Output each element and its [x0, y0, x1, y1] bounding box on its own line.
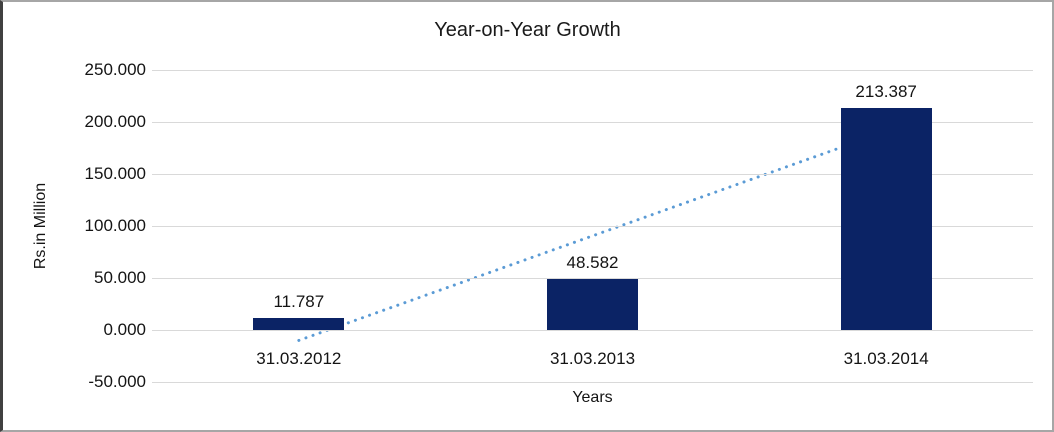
gridline	[152, 225, 1033, 227]
bar-31.03.2012	[253, 317, 345, 330]
trendline	[297, 129, 888, 342]
y-axis-tick-label-1: 200.000	[84, 112, 146, 131]
data-label-31.03.2012: 11.787	[273, 291, 325, 311]
gridline	[152, 173, 1033, 175]
y-axis-tick-label-2: 150.000	[84, 164, 146, 183]
y-axis-tick-label-3: 100.000	[84, 216, 146, 235]
gridline	[152, 381, 1033, 383]
y-axis-tick-label-5: 0.000	[103, 320, 146, 339]
gridline	[152, 121, 1033, 123]
x-axis-tick-label-2: 31.03.2014	[843, 349, 929, 368]
chart-title: Year-on-Year Growth	[434, 19, 621, 41]
data-label-31.03.2014: 213.387	[855, 82, 917, 102]
plot-area: 11.787 48.582 213.387	[152, 69, 1033, 383]
bar-31.03.2013	[547, 279, 638, 330]
gridline	[152, 69, 1033, 71]
y-axis-tick-label-4: 50.000	[94, 268, 146, 287]
y-axis-tick-label-0: 250.000	[84, 60, 146, 79]
gridline	[152, 329, 1033, 331]
y-axis-tick-label-6: -50.000	[88, 372, 146, 391]
x-axis-tick-label-0: 31.03.2012	[256, 349, 342, 368]
data-label-31.03.2013: 48.582	[566, 253, 619, 273]
x-axis-tick-label-1: 31.03.2013	[549, 349, 636, 368]
trendline-layer	[297, 129, 888, 342]
bar-31.03.2014	[840, 108, 932, 330]
x-axis-title: Years	[572, 389, 613, 406]
gridline	[152, 277, 1033, 279]
